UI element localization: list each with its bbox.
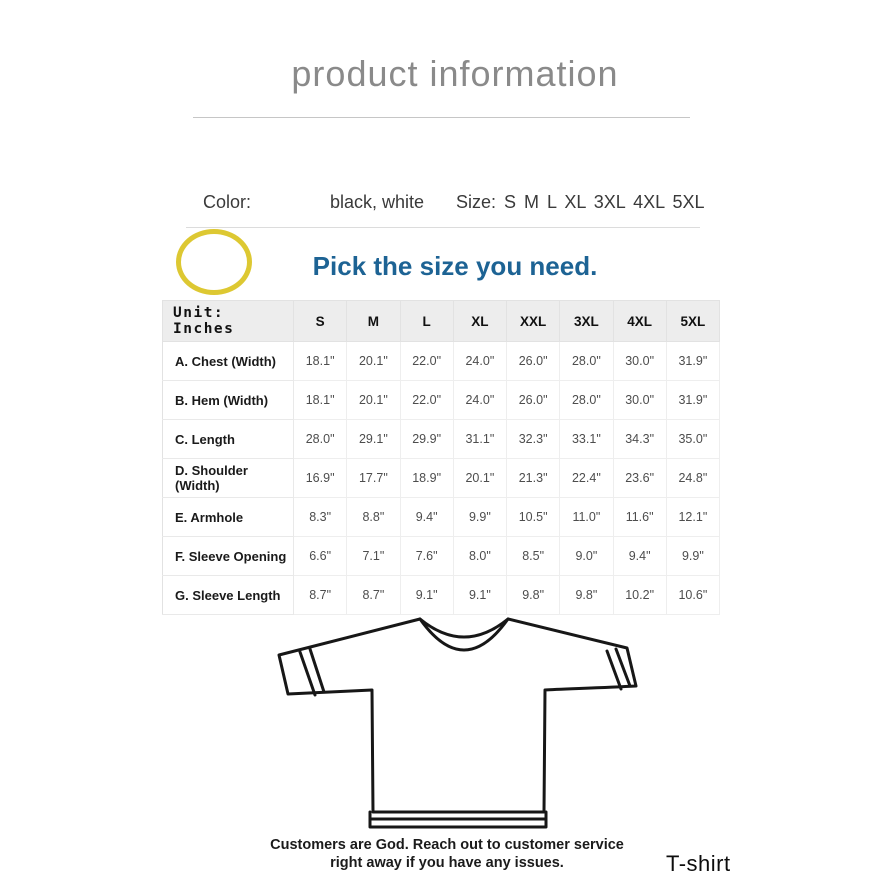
- measurement-value: 22.4": [559, 458, 614, 498]
- size-column-xl: XL: [452, 300, 508, 342]
- measurement-value: 9.9": [665, 536, 721, 576]
- measurement-label: B. Hem (Width): [162, 380, 294, 420]
- measurement-value: 8.8": [346, 497, 401, 537]
- measurement-value: 6.6": [292, 536, 348, 576]
- size-table-row: B. Hem (Width) 18.1" 20.1" 22.0" 24.0" 26.0" 2…: [162, 380, 721, 420]
- measurement-value: 9.8": [559, 575, 614, 615]
- size-table-row: F. Sleeve Opening 6.6" 7.1" 7.6" 8.0" 8.5" 9.0…: [162, 536, 721, 576]
- measurement-value: 9.9": [452, 497, 508, 537]
- size-column-xxl: XXL: [505, 300, 561, 342]
- size-table-header-row: Unit: Inches S M L XL XXL 3XL 4XL 5XL: [162, 300, 721, 342]
- product-type-label: T-shirt: [666, 851, 731, 876]
- measurement-value: 24.0": [452, 341, 508, 381]
- measurement-value: 22.0": [399, 341, 454, 381]
- size-column-4xl: 4XL: [612, 300, 667, 342]
- measurement-value: 11.0": [559, 497, 614, 537]
- measurement-value: 16.9": [292, 458, 348, 498]
- size-table-row: E. Armhole 8.3" 8.8" 9.4" 9.9" 10.5" 11.0" 11.6…: [162, 497, 721, 537]
- measurement-value: 9.4": [399, 497, 454, 537]
- measurement-value: 34.3": [612, 419, 667, 459]
- measurement-value: 28.0": [559, 341, 614, 381]
- page-title: product information: [291, 53, 619, 94]
- measurement-value: 29.9": [399, 419, 454, 459]
- measurement-value: 12.1": [665, 497, 721, 537]
- measurement-value: 7.6": [399, 536, 454, 576]
- measurement-label: C. Length: [162, 419, 294, 459]
- measurement-value: 23.6": [612, 458, 667, 498]
- measurement-value: 20.1": [346, 380, 401, 420]
- measurement-label: D. Shoulder (Width): [162, 458, 294, 498]
- measurement-value: 10.6": [665, 575, 721, 615]
- size-chart-table: Unit: Inches S M L XL XXL 3XL 4XL 5XL A. Chest …: [162, 300, 721, 615]
- measurement-value: 18.9": [399, 458, 454, 498]
- size-column-5xl: 5XL: [665, 300, 721, 342]
- size-value: S M L XL 3XL 4XL 5XL: [504, 192, 705, 212]
- size-column-m: M: [346, 300, 401, 342]
- measurement-value: 30.0": [612, 341, 667, 381]
- measurement-value: 7.1": [346, 536, 401, 576]
- measurement-value: 24.0": [452, 380, 508, 420]
- pick-size-heading: Pick the size you need.: [312, 251, 598, 281]
- title-divider: [193, 117, 690, 118]
- color-label: Color:: [203, 192, 252, 212]
- measurement-value: 21.3": [505, 458, 561, 498]
- measurement-value: 8.5": [505, 536, 561, 576]
- measurement-value: 24.8": [665, 458, 721, 498]
- customer-service-note-line2: right away if you have any issues.: [330, 855, 564, 871]
- measurement-label: G. Sleeve Length: [162, 575, 294, 615]
- tshirt-body-outline: [277, 617, 638, 814]
- measurement-value: 31.9": [665, 341, 721, 381]
- customer-service-note: Customers are God. Reach out to customer…: [247, 836, 647, 872]
- size-table-row: G. Sleeve Length 8.7" 8.7" 9.1" 9.1" 9.8" 9.8"…: [162, 575, 721, 615]
- size-table-row: C. Length 28.0" 29.1" 29.9" 31.1" 32.3" 33.1" 3…: [162, 419, 721, 459]
- measurement-value: 8.3": [292, 497, 348, 537]
- measurement-value: 11.6": [612, 497, 667, 537]
- size-options: Size: S M L XL 3XL 4XL 5XL: [456, 192, 705, 213]
- measurement-value: 30.0": [612, 380, 667, 420]
- measurement-value: 9.0": [559, 536, 614, 576]
- color-value: black, white: [330, 192, 425, 212]
- measurement-value: 33.1": [559, 419, 614, 459]
- measurement-value: 28.0": [292, 419, 348, 459]
- measurement-value: 9.8": [505, 575, 561, 615]
- measurement-value: 10.5": [505, 497, 561, 537]
- size-column-l: L: [399, 300, 454, 342]
- options-divider: [186, 227, 700, 228]
- measurement-value: 35.0": [665, 419, 721, 459]
- measurement-label: E. Armhole: [162, 497, 294, 537]
- customer-service-note-line1: Customers are God. Reach out to customer…: [270, 837, 624, 853]
- measurement-value: 31.9": [665, 380, 721, 420]
- tshirt-collar-line: [418, 617, 510, 639]
- measurement-value: 10.2": [612, 575, 667, 615]
- measurement-value: 31.1": [452, 419, 508, 459]
- measurement-value: 26.0": [505, 341, 561, 381]
- measurement-value: 32.3": [505, 419, 561, 459]
- tshirt-left-cuff: [298, 647, 326, 697]
- measurement-value: 20.1": [346, 341, 401, 381]
- measurement-value: 22.0": [399, 380, 454, 420]
- measurement-value: 8.0": [452, 536, 508, 576]
- measurement-value: 18.1": [292, 341, 348, 381]
- tshirt-hem: [368, 810, 548, 829]
- size-table-body: A. Chest (Width) 18.1" 20.1" 22.0" 24.0" 26.0…: [162, 341, 721, 615]
- measurement-value: 17.7": [346, 458, 401, 498]
- measurement-label: F. Sleeve Opening: [162, 536, 294, 576]
- highlight-circle-annotation: [176, 229, 252, 295]
- tshirt-diagram: [277, 617, 638, 829]
- measurement-value: 9.4": [612, 536, 667, 576]
- measurement-label: A. Chest (Width): [162, 341, 294, 381]
- size-table-row: D. Shoulder (Width) 16.9" 17.7" 18.9" 20.1" 2…: [162, 458, 721, 498]
- unit-label: Unit: Inches: [162, 300, 294, 342]
- tshirt-right-cuff: [605, 647, 632, 691]
- size-column-s: S: [292, 300, 348, 342]
- measurement-value: 18.1": [292, 380, 348, 420]
- measurement-value: 28.0": [559, 380, 614, 420]
- measurement-value: 26.0": [505, 380, 561, 420]
- size-column-3xl: 3XL: [559, 300, 614, 342]
- size-table-row: A. Chest (Width) 18.1" 20.1" 22.0" 24.0" 26.0…: [162, 341, 721, 381]
- measurement-value: 20.1": [452, 458, 508, 498]
- measurement-value: 9.1": [399, 575, 454, 615]
- measurement-value: 29.1": [346, 419, 401, 459]
- size-label: Size:: [456, 192, 497, 212]
